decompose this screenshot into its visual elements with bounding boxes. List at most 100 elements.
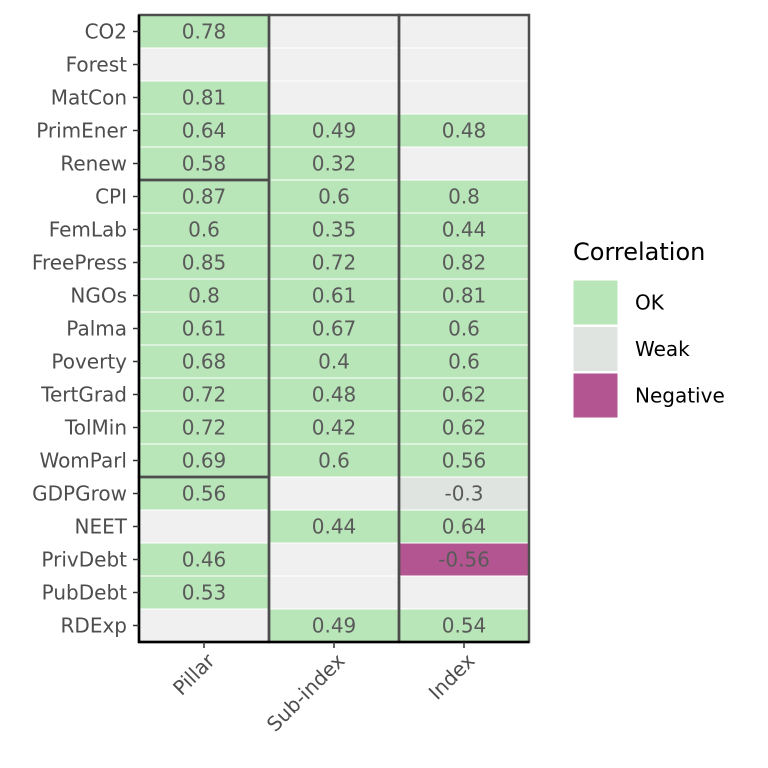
heatmap-cell-freepress-sub-index [268,245,400,280]
heatmap-cell-ngos-pillar [138,278,270,313]
cell-value-label: 0.54 [442,614,487,638]
cell-value-label: 0.8 [448,185,480,209]
heatmap-cell-co2-index [398,14,530,49]
heatmap-cell-tolmin-pillar [138,410,270,445]
cell-value-label: 0.67 [312,317,357,341]
cell-value-label: 0.85 [182,251,227,275]
heatmap-cell-primener-index [398,113,530,148]
y-tick-label-co2: CO2 [85,20,127,44]
cell-value-label: 0.72 [182,416,227,440]
heatmap-cell-privdebt-sub-index [268,542,400,577]
heatmap-cell-freepress-pillar [138,245,270,280]
cell-value-label: 0.53 [182,581,227,605]
cell-value-label: 0.56 [182,482,227,506]
heatmap-cell-palma-sub-index [268,311,400,346]
heatmap-cell-forest-index [398,47,530,82]
y-tick-label-gdpgrow: GDPGrow [32,482,127,506]
cell-value-label: -0.3 [444,482,483,506]
cell-value-label: 0.35 [312,218,357,242]
cell-value-label: 0.82 [442,251,487,275]
cell-value-label: 0.44 [442,218,487,242]
legend: Correlation OK Weak Negative [572,238,725,419]
y-axis-tick-labels: CO2 Forest MatCon PrimEner Renew CPI FemLab Fre… [32,20,128,638]
legend-key-weak [572,326,619,372]
cell-value-label: 0.6 [318,185,350,209]
cell-value-label: 0.6 [318,449,350,473]
legend-label-negative: Negative [635,384,725,408]
legend-title: Correlation [573,238,705,266]
x-tick-label-index: Index [424,648,480,704]
heatmap-cell-privdebt-pillar [138,542,270,577]
heatmap-cell-neet-pillar [138,509,270,544]
cell-value-label: 0.49 [312,119,357,143]
heatmap-cell-womparl-index [398,443,530,478]
x-tick-label-sub-index: Sub-index [262,648,350,736]
y-tick-label-ngos: NGOs [70,284,127,308]
heatmap-cell-rdexp-pillar [138,608,270,643]
y-tick-label-rdexp: RDExp [61,614,127,638]
heatmap-cell-poverty-pillar [138,344,270,379]
heatmap-cell-matcon-sub-index [268,80,400,115]
heatmap-cell-pubdebt-index [398,575,530,610]
cell-value-label: 0.42 [312,416,357,440]
cell-value-label: 0.87 [182,185,227,209]
legend-label-ok: OK [635,291,665,315]
y-tick-label-pubdebt: PubDebt [42,581,127,605]
axes [133,15,529,648]
cell-value-label: 0.81 [182,86,227,110]
heatmap-cell-labels: 0.78 0.81 0.64 0.49 0.48 0.58 0.32 0.87 0.6 0.8 0.… [182,20,490,638]
cell-value-label: 0.58 [182,152,227,176]
cell-value-label: -0.56 [438,548,490,572]
y-tick-label-poverty: Poverty [51,350,127,374]
heatmap-cell-tolmin-index [398,410,530,445]
heatmap-cell-femlab-sub-index [268,212,400,247]
heatmap-cell-privdebt-index [398,542,530,577]
cell-value-label: 0.8 [188,284,220,308]
cell-value-label: 0.44 [312,515,357,539]
heatmap-cell-tertgrad-index [398,377,530,412]
heatmap-cell-ngos-index [398,278,530,313]
cell-value-label: 0.61 [182,317,227,341]
cell-value-label: 0.48 [442,119,487,143]
heatmap-cell-palma-pillar [138,311,270,346]
cell-value-label: 0.46 [182,548,227,572]
cell-value-label: 0.68 [182,350,227,374]
heatmap-cell-neet-index [398,509,530,544]
x-tick-label-pillar: Pillar [168,648,220,700]
heatmap-cell-gdpgrow-sub-index [268,476,400,511]
y-tick-label-neet: NEET [75,515,128,539]
heatmap-cell-renew-sub-index [268,146,400,181]
cell-value-label: 0.4 [318,350,350,374]
cell-value-label: 0.72 [182,383,227,407]
y-tick-label-matcon: MatCon [51,86,127,110]
heatmap-cell-renew-index [398,146,530,181]
y-tick-label-tolmin: TolMin [64,416,127,440]
y-tick-label-femlab: FemLab [49,218,127,242]
cell-value-label: 0.81 [442,284,487,308]
heatmap-cell-forest-sub-index [268,47,400,82]
heatmap-cell-womparl-pillar [138,443,270,478]
heatmap-cell-primener-pillar [138,113,270,148]
cell-value-label: 0.32 [312,152,357,176]
legend-label-weak: Weak [635,337,690,361]
y-tick-label-palma: Palma [66,317,127,341]
heatmap-cell-pubdebt-sub-index [268,575,400,610]
cell-value-label: 0.64 [182,119,227,143]
cell-value-label: 0.6 [448,350,480,374]
y-tick-label-cpi: CPI [95,185,127,209]
heatmap-cell-co2-pillar [138,14,270,49]
cell-value-label: 0.64 [442,515,487,539]
legend-key-ok [572,279,619,326]
cell-value-label: 0.6 [188,218,220,242]
heatmap-cell-forest-pillar [138,47,270,82]
x-axis-tick-labels: Pillar Sub-index Index [168,648,480,736]
y-tick-label-womparl: WomParl [39,449,127,473]
y-tick-label-tertgrad: TertGrad [40,383,127,407]
y-tick-label-freepress: FreePress [32,251,127,275]
cell-value-label: 0.62 [442,416,487,440]
y-tick-label-privdebt: PrivDebt [41,548,127,572]
heatmap-cell-matcon-index [398,80,530,115]
cell-value-label: 0.56 [442,449,487,473]
y-tick-label-renew: Renew [60,152,127,176]
